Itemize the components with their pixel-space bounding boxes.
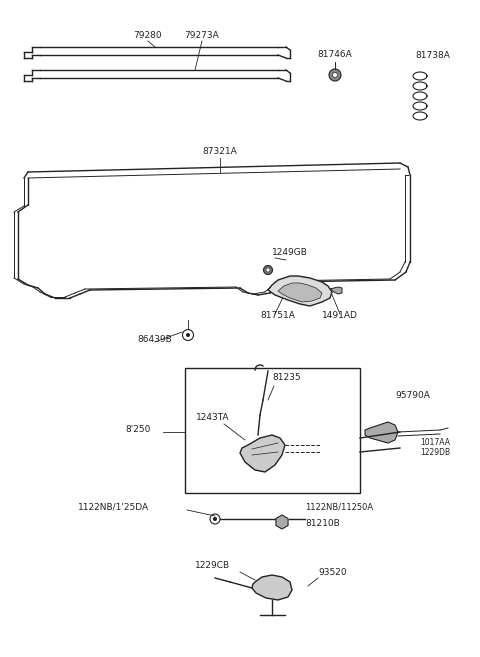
Text: 1229DB: 1229DB — [420, 448, 450, 457]
Text: 1229CB: 1229CB — [195, 561, 230, 570]
Polygon shape — [276, 515, 288, 529]
Circle shape — [266, 268, 270, 272]
Text: 81751A: 81751A — [261, 311, 295, 320]
Text: 81746A: 81746A — [318, 50, 352, 59]
Polygon shape — [268, 276, 332, 306]
Circle shape — [333, 72, 337, 78]
Text: 1249GB: 1249GB — [272, 248, 308, 257]
Text: 1017AA: 1017AA — [420, 438, 450, 447]
Text: 1122NB/1'25DA: 1122NB/1'25DA — [78, 503, 149, 512]
Polygon shape — [252, 575, 292, 600]
Text: 79273A: 79273A — [185, 31, 219, 40]
Polygon shape — [330, 287, 342, 294]
Text: 1122NB/11250A: 1122NB/11250A — [305, 503, 373, 512]
Text: 8'250: 8'250 — [125, 425, 150, 434]
Polygon shape — [365, 422, 398, 443]
Bar — [185, 368, 360, 493]
Circle shape — [264, 265, 273, 275]
Text: 81738A: 81738A — [415, 51, 450, 60]
Circle shape — [186, 333, 190, 337]
Circle shape — [329, 69, 341, 81]
Text: 81210B: 81210B — [305, 519, 340, 528]
Text: 86439B: 86439B — [138, 335, 172, 344]
Text: 87321A: 87321A — [203, 147, 238, 156]
Text: 79280: 79280 — [134, 31, 162, 40]
Circle shape — [213, 517, 217, 521]
Text: 81235: 81235 — [272, 373, 300, 382]
Text: 1491AD: 1491AD — [322, 311, 358, 320]
Polygon shape — [240, 435, 285, 472]
Polygon shape — [278, 283, 322, 302]
Text: 95790A: 95790A — [395, 391, 430, 400]
Text: 93520: 93520 — [318, 568, 347, 577]
Text: 1243TA: 1243TA — [196, 413, 229, 422]
